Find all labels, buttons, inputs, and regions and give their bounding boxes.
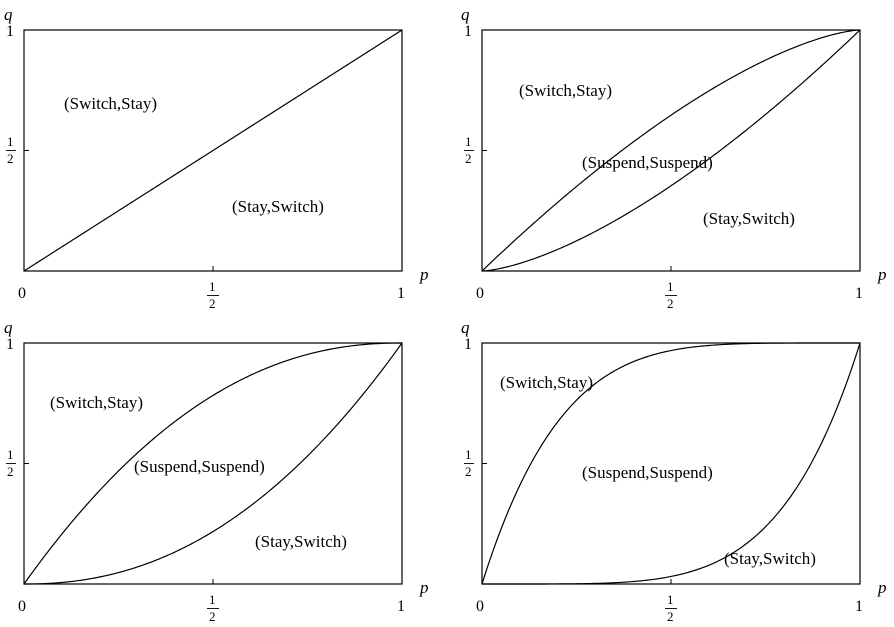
panel-bottom-right: q 1 1 2 0 1 2 1 p (Switch,Stay) (Suspend… (461, 318, 887, 624)
panel-bottom-left: q 1 1 2 0 1 2 1 p (Switch,Stay) (Suspend… (4, 318, 429, 624)
region-label-suspend-suspend: (Suspend,Suspend) (134, 457, 265, 476)
y-axis-variable: q (4, 5, 13, 24)
panel-top-left: q 1 1 2 0 1 2 1 p (Switch,Stay) (Stay,Sw… (4, 5, 429, 311)
region-label-stay-switch: (Stay,Switch) (703, 209, 795, 228)
plot-frame (481, 29, 861, 272)
y-axis-variable: q (4, 318, 13, 337)
x-axis-variable: p (419, 578, 429, 597)
y-tick-one: 1 (6, 23, 14, 40)
x-tick-half-numerator: 1 (667, 279, 674, 294)
x-tick-zero: 0 (18, 285, 26, 302)
region-label-switch-stay: (Switch,Stay) (500, 373, 593, 392)
y-tick-one: 1 (464, 336, 472, 353)
x-axis-variable: p (419, 265, 429, 284)
y-tick-one: 1 (6, 336, 14, 353)
lower-boundary-curve (482, 342, 861, 585)
region-label-switch-stay: (Switch,Stay) (64, 94, 157, 113)
y-tick-half-denominator: 2 (7, 464, 14, 479)
upper-boundary-curve (481, 342, 860, 585)
region-label-switch-stay: (Switch,Stay) (50, 393, 143, 412)
y-tick-half-denominator: 2 (465, 464, 472, 479)
boundary-curve (23, 29, 403, 272)
x-tick-one: 1 (855, 598, 863, 615)
upper-boundary-curve (481, 29, 861, 272)
region-label-suspend-suspend: (Suspend,Suspend) (582, 463, 713, 482)
x-tick-one: 1 (855, 285, 863, 302)
y-tick-half-denominator: 2 (7, 151, 14, 166)
y-axis-variable: q (461, 5, 470, 24)
lower-boundary-curve (24, 342, 403, 585)
x-tick-one: 1 (397, 598, 405, 615)
x-tick-zero: 0 (476, 598, 484, 615)
panel-top-right: q 1 1 2 0 1 2 1 p (Switch,Stay) (Suspend… (461, 5, 887, 311)
lower-boundary-curve (481, 29, 861, 272)
y-tick-half-denominator: 2 (465, 151, 472, 166)
x-tick-half-denominator: 2 (209, 296, 216, 311)
region-label-stay-switch: (Stay,Switch) (724, 549, 816, 568)
y-tick-half-numerator: 1 (465, 447, 472, 462)
y-tick-half-numerator: 1 (7, 134, 14, 149)
x-tick-half-numerator: 1 (667, 592, 674, 607)
y-tick-half-numerator: 1 (7, 447, 14, 462)
region-label-stay-switch: (Stay,Switch) (232, 197, 324, 216)
region-label-stay-switch: (Stay,Switch) (255, 532, 347, 551)
upper-boundary-curve (23, 342, 402, 585)
x-axis-variable: p (877, 578, 887, 597)
y-axis-variable: q (461, 318, 470, 337)
x-tick-half-denominator: 2 (667, 296, 674, 311)
x-tick-zero: 0 (18, 598, 26, 615)
y-tick-half-numerator: 1 (465, 134, 472, 149)
x-tick-half-numerator: 1 (209, 592, 216, 607)
x-tick-half-denominator: 2 (209, 609, 216, 624)
x-tick-zero: 0 (476, 285, 484, 302)
y-tick-one: 1 (464, 23, 472, 40)
region-label-suspend-suspend: (Suspend,Suspend) (582, 153, 713, 172)
x-tick-one: 1 (397, 285, 405, 302)
x-tick-half-denominator: 2 (667, 609, 674, 624)
x-axis-variable: p (877, 265, 887, 284)
x-tick-half-numerator: 1 (209, 279, 216, 294)
region-label-switch-stay: (Switch,Stay) (519, 81, 612, 100)
